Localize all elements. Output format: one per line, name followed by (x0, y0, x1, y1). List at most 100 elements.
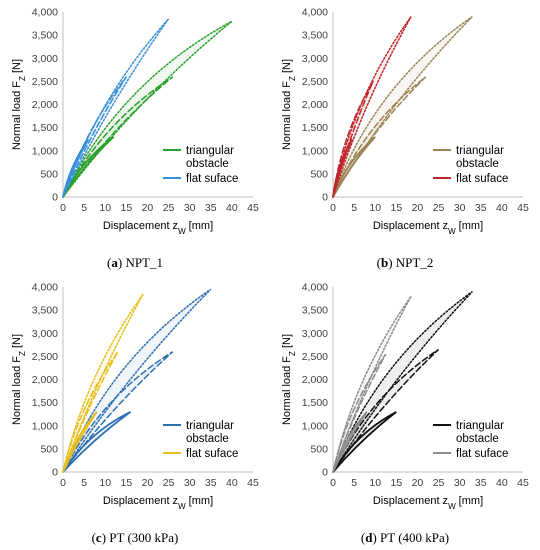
y-tick-label: 1,000 (302, 145, 328, 157)
x-tick-label: 45 (517, 202, 529, 214)
x-tick-label: 15 (390, 477, 402, 489)
y-axis-title: Normal load FZ [N] (11, 334, 27, 425)
x-axis-title: Displacement zW [mm] (373, 220, 483, 236)
x-tick-label: 15 (120, 202, 132, 214)
x-axis-title: Displacement zW [mm] (103, 220, 213, 236)
chart-panel-pt400: 0 500 1,000 1,500 2,000 2,500 3,000 3,500 4,000 0… (270, 275, 540, 550)
x-tick-label: 20 (142, 202, 154, 214)
x-tick-label: 45 (247, 477, 259, 489)
x-tick-label: 35 (205, 477, 217, 489)
series-line (62, 351, 119, 473)
x-tick-label: 20 (412, 202, 424, 214)
y-tick-label: 4,000 (32, 282, 58, 294)
x-tick-label: 30 (184, 477, 196, 489)
y-tick-label: 0 (322, 192, 328, 204)
y-axis-title: Normal load FZ [N] (281, 59, 297, 150)
y-tick-label: 2,500 (32, 351, 58, 363)
y-tick-label: 2,500 (32, 76, 58, 88)
x-tick-label: 45 (247, 202, 259, 214)
series-line (62, 20, 233, 198)
x-tick-label: 40 (226, 202, 238, 214)
y-tick-label: 3,000 (302, 53, 328, 65)
legend-label: obstacle (186, 433, 229, 445)
x-tick-label: 35 (205, 202, 217, 214)
x-tick-label: 15 (390, 202, 402, 214)
chart-svg-pt300: 0 500 1,000 1,500 2,000 2,500 3,000 3,500 4,000 0… (11, 282, 259, 511)
x-tick-label: 0 (60, 477, 66, 489)
legend-label: triangular (186, 145, 234, 157)
y-tick-label: 500 (40, 168, 58, 180)
legend-label: obstacle (456, 158, 499, 170)
legend-label: triangular (456, 420, 504, 432)
caption-npt1: (a) NPT_1 (107, 255, 163, 270)
legend-label: flat suface (456, 173, 508, 185)
series-band (333, 16, 473, 197)
x-tick-label: 5 (351, 477, 357, 489)
x-tick-label: 0 (60, 202, 66, 214)
caption-npt2: (b) NPT_2 (376, 255, 434, 270)
y-tick-label: 500 (310, 443, 328, 455)
chart-svg-npt2: 0 500 1,000 1,500 2,000 2,500 3,000 3,500 4,000 0… (281, 7, 529, 236)
series-line (332, 76, 427, 198)
caption-text: PT (400 kPa) (380, 530, 450, 545)
y-tick-label: 1,500 (32, 397, 58, 409)
y-tick-label: 2,500 (302, 351, 328, 363)
x-tick-label: 5 (81, 202, 87, 214)
x-tick-label: 25 (433, 477, 445, 489)
y-tick-label: 0 (322, 467, 328, 479)
x-tick-label: 10 (99, 202, 111, 214)
caption-label: c (95, 530, 102, 545)
series-band (333, 76, 426, 197)
x-tick-label: 30 (454, 477, 466, 489)
y-tick-label: 4,000 (32, 7, 58, 19)
y-tick-label: 2,500 (302, 76, 328, 88)
legend-label: triangular (186, 420, 234, 432)
x-tick-label: 20 (412, 477, 424, 489)
y-tick-label: 3,500 (302, 305, 328, 317)
y-tick-label: 0 (52, 192, 58, 204)
x-tick-label: 5 (81, 477, 87, 489)
y-tick-label: 1,000 (32, 420, 58, 432)
caption-text: PT (300 kPa) (109, 530, 179, 545)
x-tick-label: 5 (351, 202, 357, 214)
x-tick-label: 0 (330, 202, 336, 214)
series-line (332, 291, 473, 473)
y-tick-label: 2,000 (302, 374, 328, 386)
x-tick-label: 10 (369, 202, 381, 214)
x-tick-label: 40 (226, 477, 238, 489)
caption-text: NPT_1 (125, 255, 163, 270)
y-tick-label: 4,000 (302, 7, 328, 19)
x-tick-label: 20 (142, 477, 154, 489)
x-tick-label: 30 (184, 202, 196, 214)
caption-pt300: (c) PT (300 kPa) (91, 530, 179, 545)
y-axis-title: Normal load FZ [N] (11, 59, 27, 150)
y-tick-label: 4,000 (302, 282, 328, 294)
x-tick-label: 40 (496, 477, 508, 489)
caption-label: d (365, 530, 373, 545)
series-line (62, 18, 170, 198)
chart-panel-npt2: 0 500 1,000 1,500 2,000 2,500 3,000 3,500 4,000 0… (270, 0, 540, 275)
legend-label: flat suface (186, 173, 238, 185)
x-tick-label: 15 (120, 477, 132, 489)
legend-label: flat suface (456, 448, 508, 460)
legend-label: triangular (456, 145, 504, 157)
y-tick-label: 3,000 (302, 328, 328, 340)
series-line (62, 288, 212, 473)
x-tick-label: 35 (475, 202, 487, 214)
x-tick-label: 10 (369, 477, 381, 489)
y-tick-label: 1,000 (302, 420, 328, 432)
x-tick-label: 0 (330, 477, 336, 489)
y-tick-label: 2,000 (32, 99, 58, 111)
chart-svg-npt1: 0 500 1,000 1,500 2,000 2,500 3,000 3,500 4,000 0… (11, 7, 259, 236)
y-tick-label: 500 (310, 168, 328, 180)
y-tick-label: 500 (40, 443, 58, 455)
y-tick-label: 3,500 (32, 30, 58, 42)
series-line (332, 80, 374, 198)
y-tick-label: 3,000 (32, 328, 58, 340)
x-axis-title: Displacement zW [mm] (373, 495, 483, 511)
y-axis-title: Normal load FZ [N] (281, 334, 297, 425)
x-tick-label: 35 (475, 477, 487, 489)
series-line (332, 16, 473, 198)
legend-label: obstacle (186, 158, 229, 170)
legend-label: flat suface (186, 448, 238, 460)
